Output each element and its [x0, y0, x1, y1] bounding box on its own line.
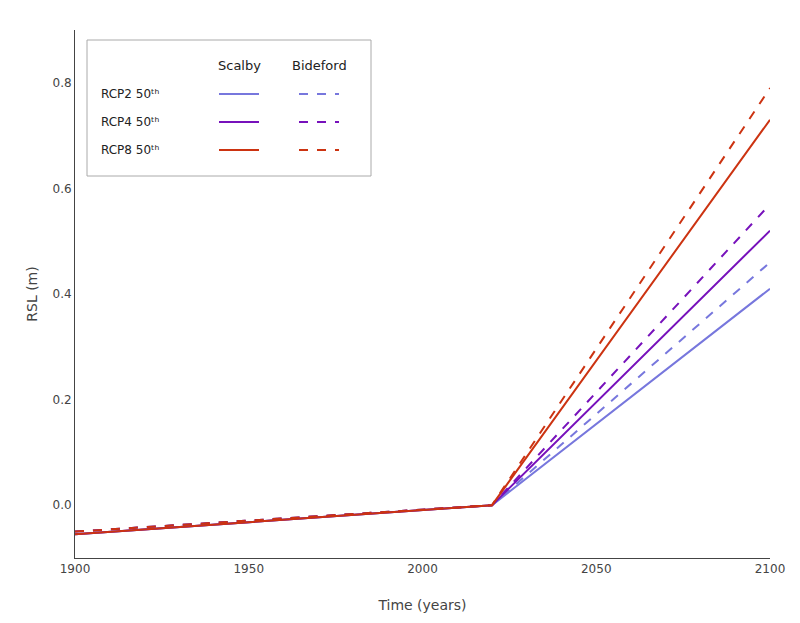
svg-text:RCP4 50ᵗʰ: RCP4 50ᵗʰ [101, 115, 160, 129]
svg-text:2050: 2050 [581, 562, 612, 576]
svg-text:RSL (m): RSL (m) [24, 266, 40, 321]
svg-text:0.2: 0.2 [53, 393, 72, 407]
svg-text:Scalby: Scalby [218, 58, 261, 73]
svg-text:1950: 1950 [233, 562, 264, 576]
svg-text:0.6: 0.6 [53, 182, 72, 196]
svg-text:0.4: 0.4 [53, 287, 72, 301]
svg-text:RCP8 50ᵗʰ: RCP8 50ᵗʰ [101, 143, 160, 157]
svg-text:Bideford: Bideford [292, 58, 347, 73]
svg-text:0.0: 0.0 [53, 498, 72, 512]
svg-text:2000: 2000 [407, 562, 438, 576]
svg-text:Time (years): Time (years) [377, 597, 466, 613]
svg-text:1900: 1900 [60, 562, 91, 576]
svg-text:0.8: 0.8 [53, 76, 72, 90]
svg-text:RCP2 50ᵗʰ: RCP2 50ᵗʰ [101, 87, 160, 101]
svg-text:2100: 2100 [755, 562, 786, 576]
